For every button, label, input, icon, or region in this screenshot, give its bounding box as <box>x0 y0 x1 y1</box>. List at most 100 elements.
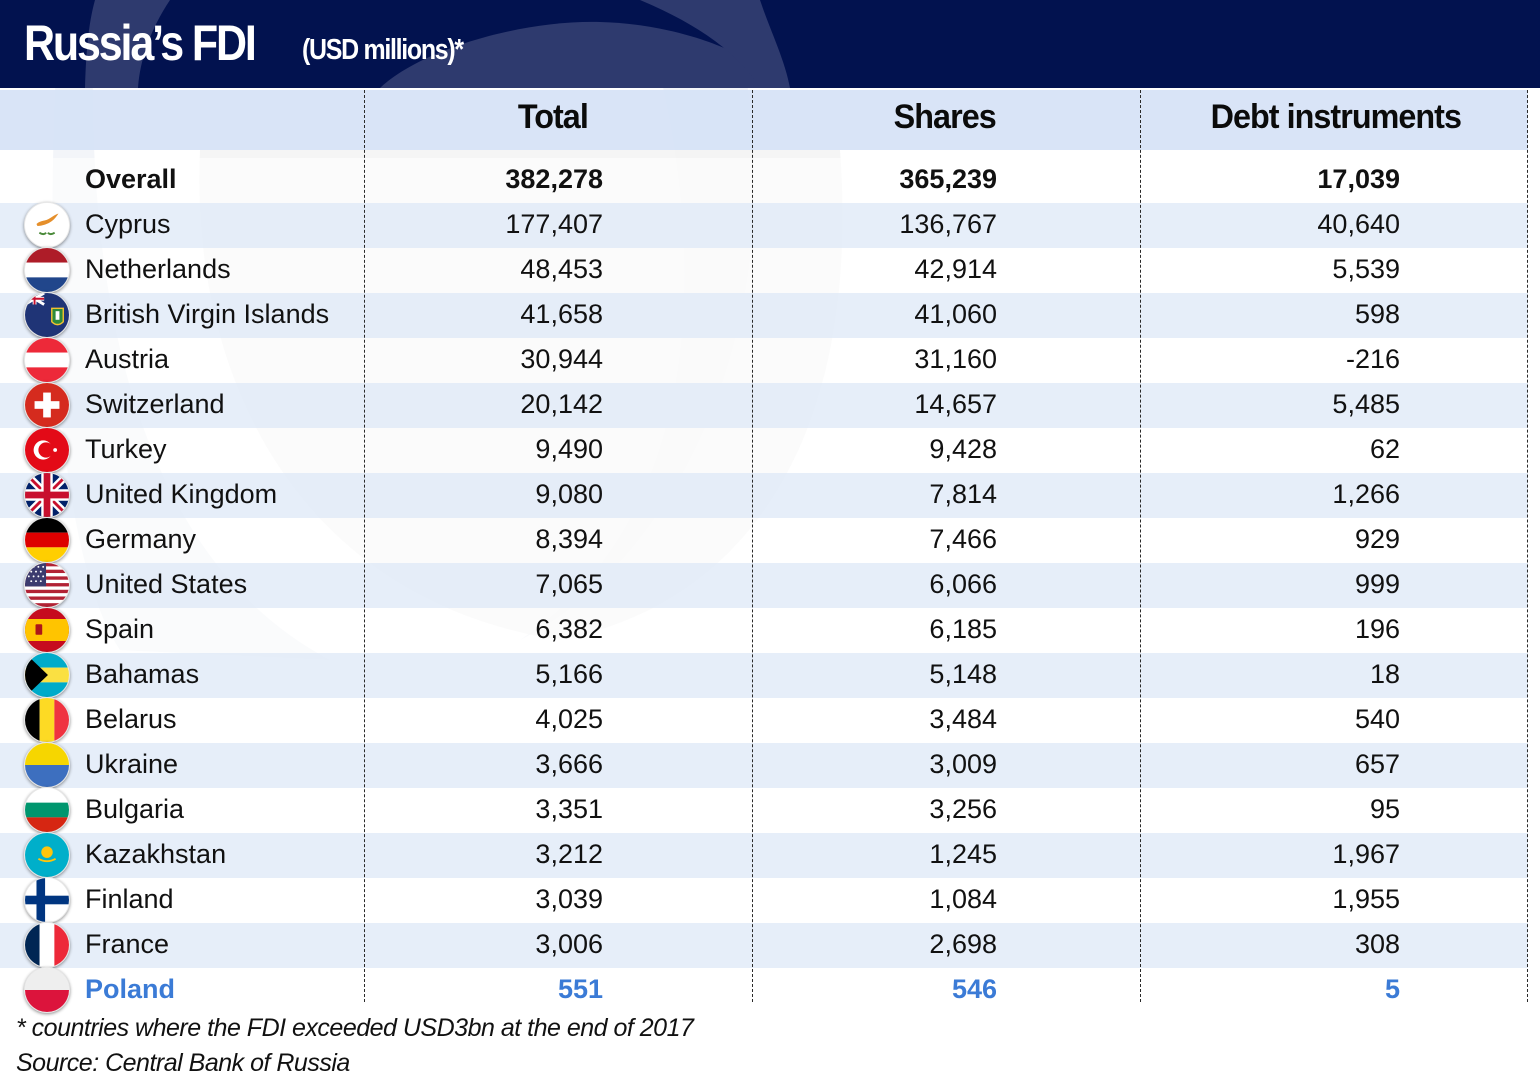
france-flag-icon <box>24 922 70 968</box>
united-states-flag-icon <box>24 562 70 608</box>
total-value: 3,212 <box>535 839 603 869</box>
country-name: Cyprus <box>85 209 171 239</box>
bulgaria-flag-icon <box>24 787 70 833</box>
total-value: 48,453 <box>520 254 603 284</box>
debt-instruments-value: 308 <box>1354 929 1400 959</box>
debt-instruments-value: 999 <box>1354 569 1400 599</box>
total-value: 3,666 <box>535 749 603 779</box>
shares-value: 3,256 <box>929 794 997 824</box>
country-name: Ukraine <box>85 749 179 779</box>
debt-instruments-value: 18 <box>1369 659 1400 689</box>
country-name: Kazakhstan <box>85 839 227 869</box>
total-value: 382,278 <box>505 164 603 194</box>
source-note: Source: Central Bank of Russia <box>16 1049 350 1077</box>
column-divider <box>364 90 365 1002</box>
shares-value: 3,484 <box>929 704 997 734</box>
country-name: British Virgin Islands <box>85 299 330 329</box>
shares-value: 14,657 <box>914 389 997 419</box>
table-row: Turkey 9,490 9,428 62 <box>0 427 1528 473</box>
table-row: Overall 382,278 365,239 17,039 <box>0 158 1528 203</box>
column-header-shares: Shares <box>893 98 997 136</box>
column-divider <box>752 90 753 1002</box>
column-divider <box>1527 90 1528 1002</box>
total-value: 9,490 <box>535 434 603 464</box>
shares-value: 41,060 <box>914 299 997 329</box>
debt-instruments-value: 5,539 <box>1332 254 1400 284</box>
debt-instruments-value: 5 <box>1384 974 1400 1004</box>
debt-instruments-value: 540 <box>1354 704 1400 734</box>
debt-instruments-value: 95 <box>1369 794 1400 824</box>
belgium-style-flag-icon <box>24 697 70 743</box>
cyprus-flag-icon <box>24 202 70 248</box>
debt-instruments-value: 598 <box>1354 299 1400 329</box>
debt-instruments-value: 929 <box>1354 524 1400 554</box>
country-name: Turkey <box>85 434 167 464</box>
shares-value: 7,814 <box>929 479 997 509</box>
title-bar: Russia’s FDI (USD millions)* <box>0 0 1540 88</box>
country-name: Germany <box>85 524 197 554</box>
total-value: 551 <box>557 974 603 1004</box>
country-name: Netherlands <box>85 254 231 284</box>
table-row: France 3,006 2,698 308 <box>0 922 1528 968</box>
british-virgin-islands-flag-icon <box>24 292 70 338</box>
country-name: United States <box>85 569 248 599</box>
title-subtitle: (USD millions)* <box>302 34 464 66</box>
total-value: 4,025 <box>535 704 603 734</box>
debt-instruments-value: 1,266 <box>1332 479 1400 509</box>
table-row: Kazakhstan 3,212 1,245 1,967 <box>0 832 1528 878</box>
table-row: Belarus 4,025 3,484 540 <box>0 697 1528 743</box>
shares-value: 7,466 <box>929 524 997 554</box>
ukraine-flag-icon <box>24 742 70 788</box>
table-row: Netherlands 48,453 42,914 5,539 <box>0 247 1528 293</box>
footnote: * countries where the FDI exceeded USD3b… <box>16 1014 694 1042</box>
table-row: British Virgin Islands 41,658 41,060 598 <box>0 292 1528 338</box>
shares-value: 546 <box>951 974 997 1004</box>
shares-value: 6,066 <box>929 569 997 599</box>
column-header-total: Total <box>517 98 589 136</box>
united-kingdom-flag-icon <box>24 472 70 518</box>
debt-instruments-value: -216 <box>1345 344 1400 374</box>
title-bar-decoration <box>85 0 790 88</box>
poland-flag-icon <box>24 967 70 1013</box>
country-name: Switzerland <box>85 389 225 419</box>
shares-value: 31,160 <box>914 344 997 374</box>
column-divider <box>1140 90 1141 1002</box>
switzerland-flag-icon <box>24 382 70 428</box>
total-value: 7,065 <box>535 569 603 599</box>
column-header-debt-instruments: Debt instruments <box>1210 98 1462 136</box>
page-title: Russia’s FDI (USD millions)* <box>24 14 464 72</box>
table-row: Cyprus 177,407 136,767 40,640 <box>0 202 1528 248</box>
table-row: Bulgaria 3,351 3,256 95 <box>0 787 1528 833</box>
debt-instruments-value: 62 <box>1369 434 1400 464</box>
table-header <box>0 90 1528 150</box>
shares-value: 136,767 <box>899 209 997 239</box>
austria-flag-icon <box>24 337 70 383</box>
spain-flag-icon <box>24 607 70 653</box>
table-row: United States 7,065 6,066 999 <box>0 562 1528 608</box>
shares-value: 6,185 <box>929 614 997 644</box>
country-name: Spain <box>85 614 155 644</box>
debt-instruments-value: 17,039 <box>1317 164 1400 194</box>
table-row: Bahamas 5,166 5,148 18 <box>0 652 1528 698</box>
table-row: Ukraine 3,666 3,009 657 <box>0 742 1528 788</box>
finland-flag-icon <box>24 877 70 923</box>
table-row: Finland 3,039 1,084 1,955 <box>0 877 1528 923</box>
country-name: Poland <box>85 974 176 1004</box>
table-row: Spain 6,382 6,185 196 <box>0 607 1528 653</box>
country-name: Overall <box>85 164 177 194</box>
debt-instruments-value: 1,955 <box>1332 884 1400 914</box>
table-row: Germany 8,394 7,466 929 <box>0 517 1528 563</box>
shares-value: 42,914 <box>914 254 997 284</box>
table-row: Austria 30,944 31,160 -216 <box>0 337 1528 383</box>
total-value: 3,039 <box>535 884 603 914</box>
total-value: 177,407 <box>505 209 603 239</box>
total-value: 30,944 <box>520 344 603 374</box>
shares-value: 365,239 <box>899 164 997 194</box>
shares-value: 9,428 <box>929 434 997 464</box>
country-name: Belarus <box>85 704 177 734</box>
shares-value: 3,009 <box>929 749 997 779</box>
netherlands-flag-icon <box>24 247 70 293</box>
table-row: United Kingdom 9,080 7,814 1,266 <box>0 472 1528 518</box>
turkey-flag-icon <box>24 427 70 473</box>
shares-value: 5,148 <box>929 659 997 689</box>
